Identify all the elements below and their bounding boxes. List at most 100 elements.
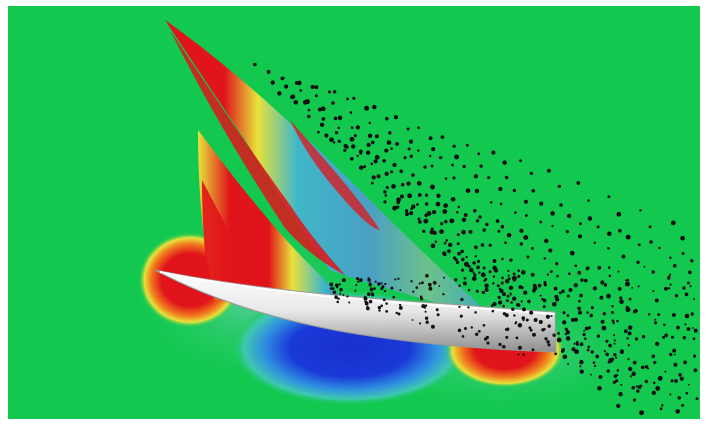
- particle-dot: [270, 80, 275, 85]
- particle-dot: [626, 278, 630, 282]
- particle-dot: [608, 274, 612, 278]
- particle-dot: [390, 170, 393, 174]
- particle-dot: [386, 140, 392, 145]
- particle-dot: [277, 91, 282, 96]
- particle-dot: [628, 366, 633, 372]
- particle-dot: [574, 264, 578, 268]
- particle-dot: [554, 352, 558, 356]
- particle-dot: [353, 134, 357, 138]
- particle-dot: [653, 360, 657, 365]
- particle-dot: [475, 219, 480, 223]
- particle-dot: [657, 375, 663, 381]
- particle-dot: [377, 306, 382, 310]
- particle-dot: [487, 176, 491, 180]
- particle-dot: [409, 154, 413, 158]
- particle-dot: [525, 318, 529, 322]
- particle-dot: [549, 270, 553, 273]
- particle-dot: [381, 285, 385, 288]
- particle-dot: [587, 199, 590, 202]
- particle-dot: [409, 211, 414, 216]
- particle-dot: [337, 126, 341, 130]
- particle-dot: [355, 125, 361, 130]
- particle-dot: [475, 332, 479, 336]
- particle-dot: [641, 335, 646, 339]
- particle-dot: [478, 271, 481, 274]
- particle-dot: [607, 195, 611, 199]
- particle-dot: [447, 249, 451, 253]
- particle-dot: [339, 292, 342, 295]
- particle-dot: [679, 376, 684, 381]
- particle-dot: [524, 214, 528, 217]
- particle-dot: [500, 224, 505, 229]
- particle-dot: [451, 163, 454, 167]
- particle-dot: [365, 150, 371, 155]
- particle-dot: [632, 360, 637, 365]
- particle-dot: [385, 310, 389, 313]
- particle-dot: [539, 201, 544, 206]
- particle-dot: [463, 213, 468, 217]
- particle-dot: [341, 278, 346, 283]
- particle-dot: [424, 193, 429, 197]
- particle-dot: [593, 241, 597, 245]
- particle-dot: [280, 76, 284, 81]
- particle-dot: [571, 347, 576, 352]
- particle-dot: [459, 314, 463, 318]
- particle-dot: [612, 334, 616, 337]
- particle-dot: [505, 327, 510, 332]
- particle-dot: [682, 336, 686, 340]
- particle-dot: [461, 335, 465, 338]
- particle-dot: [686, 281, 690, 285]
- particle-dot: [373, 287, 376, 290]
- particle-dot: [461, 257, 465, 262]
- particle-dot: [332, 290, 337, 295]
- particle-dot: [349, 156, 354, 161]
- particle-dot: [439, 229, 444, 234]
- particle-dot: [605, 352, 609, 357]
- particle-dot: [302, 99, 308, 105]
- particle-dot: [517, 274, 521, 278]
- particle-dot: [600, 319, 605, 324]
- particle-dot: [571, 318, 575, 322]
- particle-dot: [424, 304, 428, 307]
- particle-dot: [559, 203, 563, 207]
- particle-dot: [502, 304, 505, 308]
- particle-dot: [336, 286, 339, 289]
- particle-dot: [486, 341, 490, 345]
- particle-dot: [601, 325, 607, 331]
- particle-dot: [519, 242, 524, 246]
- particle-dot: [664, 370, 667, 373]
- particle-dot: [460, 297, 464, 302]
- particle-dot: [517, 269, 520, 272]
- particle-dot: [474, 311, 477, 314]
- particle-dot: [693, 368, 698, 373]
- particle-dot: [611, 304, 614, 308]
- particle-dot: [384, 194, 388, 197]
- particle-dot: [374, 280, 377, 283]
- particle-dot: [652, 381, 656, 385]
- particle-dot: [667, 275, 671, 280]
- particle-dot: [481, 290, 485, 295]
- particle-dot: [440, 135, 445, 139]
- particle-dot: [566, 314, 570, 317]
- particle-dot: [337, 115, 343, 121]
- particle-dot: [329, 282, 334, 287]
- particle-dot: [504, 175, 509, 180]
- particle-dot: [639, 410, 645, 416]
- particle-dot: [343, 148, 347, 153]
- particle-dot: [512, 296, 517, 301]
- particle-dot: [523, 235, 529, 240]
- particle-dot: [542, 298, 547, 303]
- particle-dot: [551, 301, 557, 307]
- particle-dot: [346, 97, 349, 101]
- particle-dot: [428, 154, 432, 158]
- particle-dot: [675, 409, 681, 414]
- particle-dot: [458, 284, 461, 287]
- particle-dot: [430, 184, 435, 190]
- particle-dot: [482, 323, 486, 327]
- particle-dot: [321, 117, 326, 121]
- particle-dot: [465, 255, 468, 259]
- particle-dot: [557, 184, 562, 189]
- particle-dot: [596, 225, 600, 229]
- particle-dot: [517, 323, 523, 328]
- particle-dot: [510, 301, 513, 304]
